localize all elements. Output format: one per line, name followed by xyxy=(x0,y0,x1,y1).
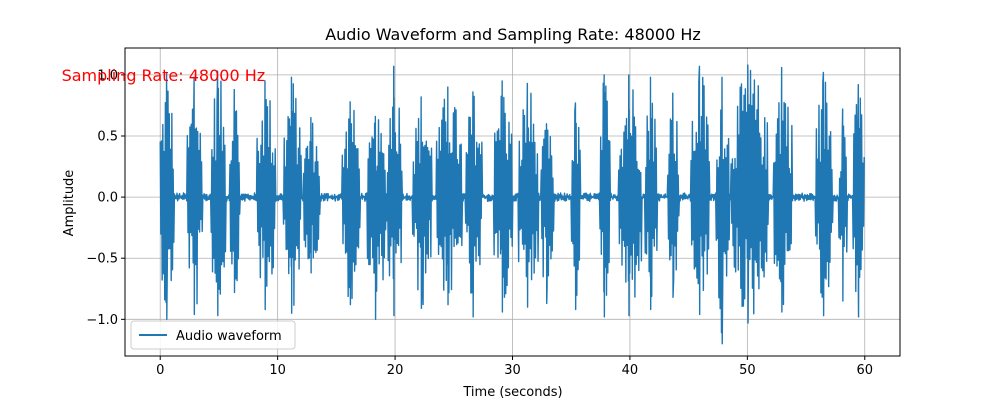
x-tick-label: 60 xyxy=(856,363,873,378)
y-tick-label: −0.5 xyxy=(86,252,118,267)
waveform-line xyxy=(159,64,865,345)
x-tick-label: 0 xyxy=(156,363,164,378)
y-tick-label: 1.0 xyxy=(97,68,118,83)
x-axis-label: Time (seconds) xyxy=(462,385,562,400)
x-axis-ticks: 0 10 20 30 40 50 60 xyxy=(156,356,873,378)
legend-label-audio-waveform: Audio waveform xyxy=(176,329,282,344)
x-tick-label: 50 xyxy=(739,363,756,378)
y-tick-label: 0.0 xyxy=(97,191,118,206)
y-tick-label: −1.0 xyxy=(86,313,118,328)
x-tick-label: 30 xyxy=(504,363,521,378)
y-axis-ticks: −1.0 −0.5 0.0 0.5 1.0 xyxy=(86,68,125,328)
x-tick-label: 40 xyxy=(622,363,639,378)
sampling-rate-annotation: Sampling Rate: 48000 Hz xyxy=(62,66,266,85)
annotations: Sampling Rate: 48000 Hz xyxy=(62,66,266,85)
chart-title: Audio Waveform and Sampling Rate: 48000 … xyxy=(325,25,701,44)
waveform-series xyxy=(159,64,865,345)
y-axis-label: Amplitude xyxy=(62,170,77,237)
x-tick-label: 20 xyxy=(387,363,404,378)
x-tick-label: 10 xyxy=(269,363,286,378)
legend: Audio waveform xyxy=(130,320,296,350)
y-tick-label: 0.5 xyxy=(97,130,118,145)
legend-box xyxy=(130,320,296,350)
